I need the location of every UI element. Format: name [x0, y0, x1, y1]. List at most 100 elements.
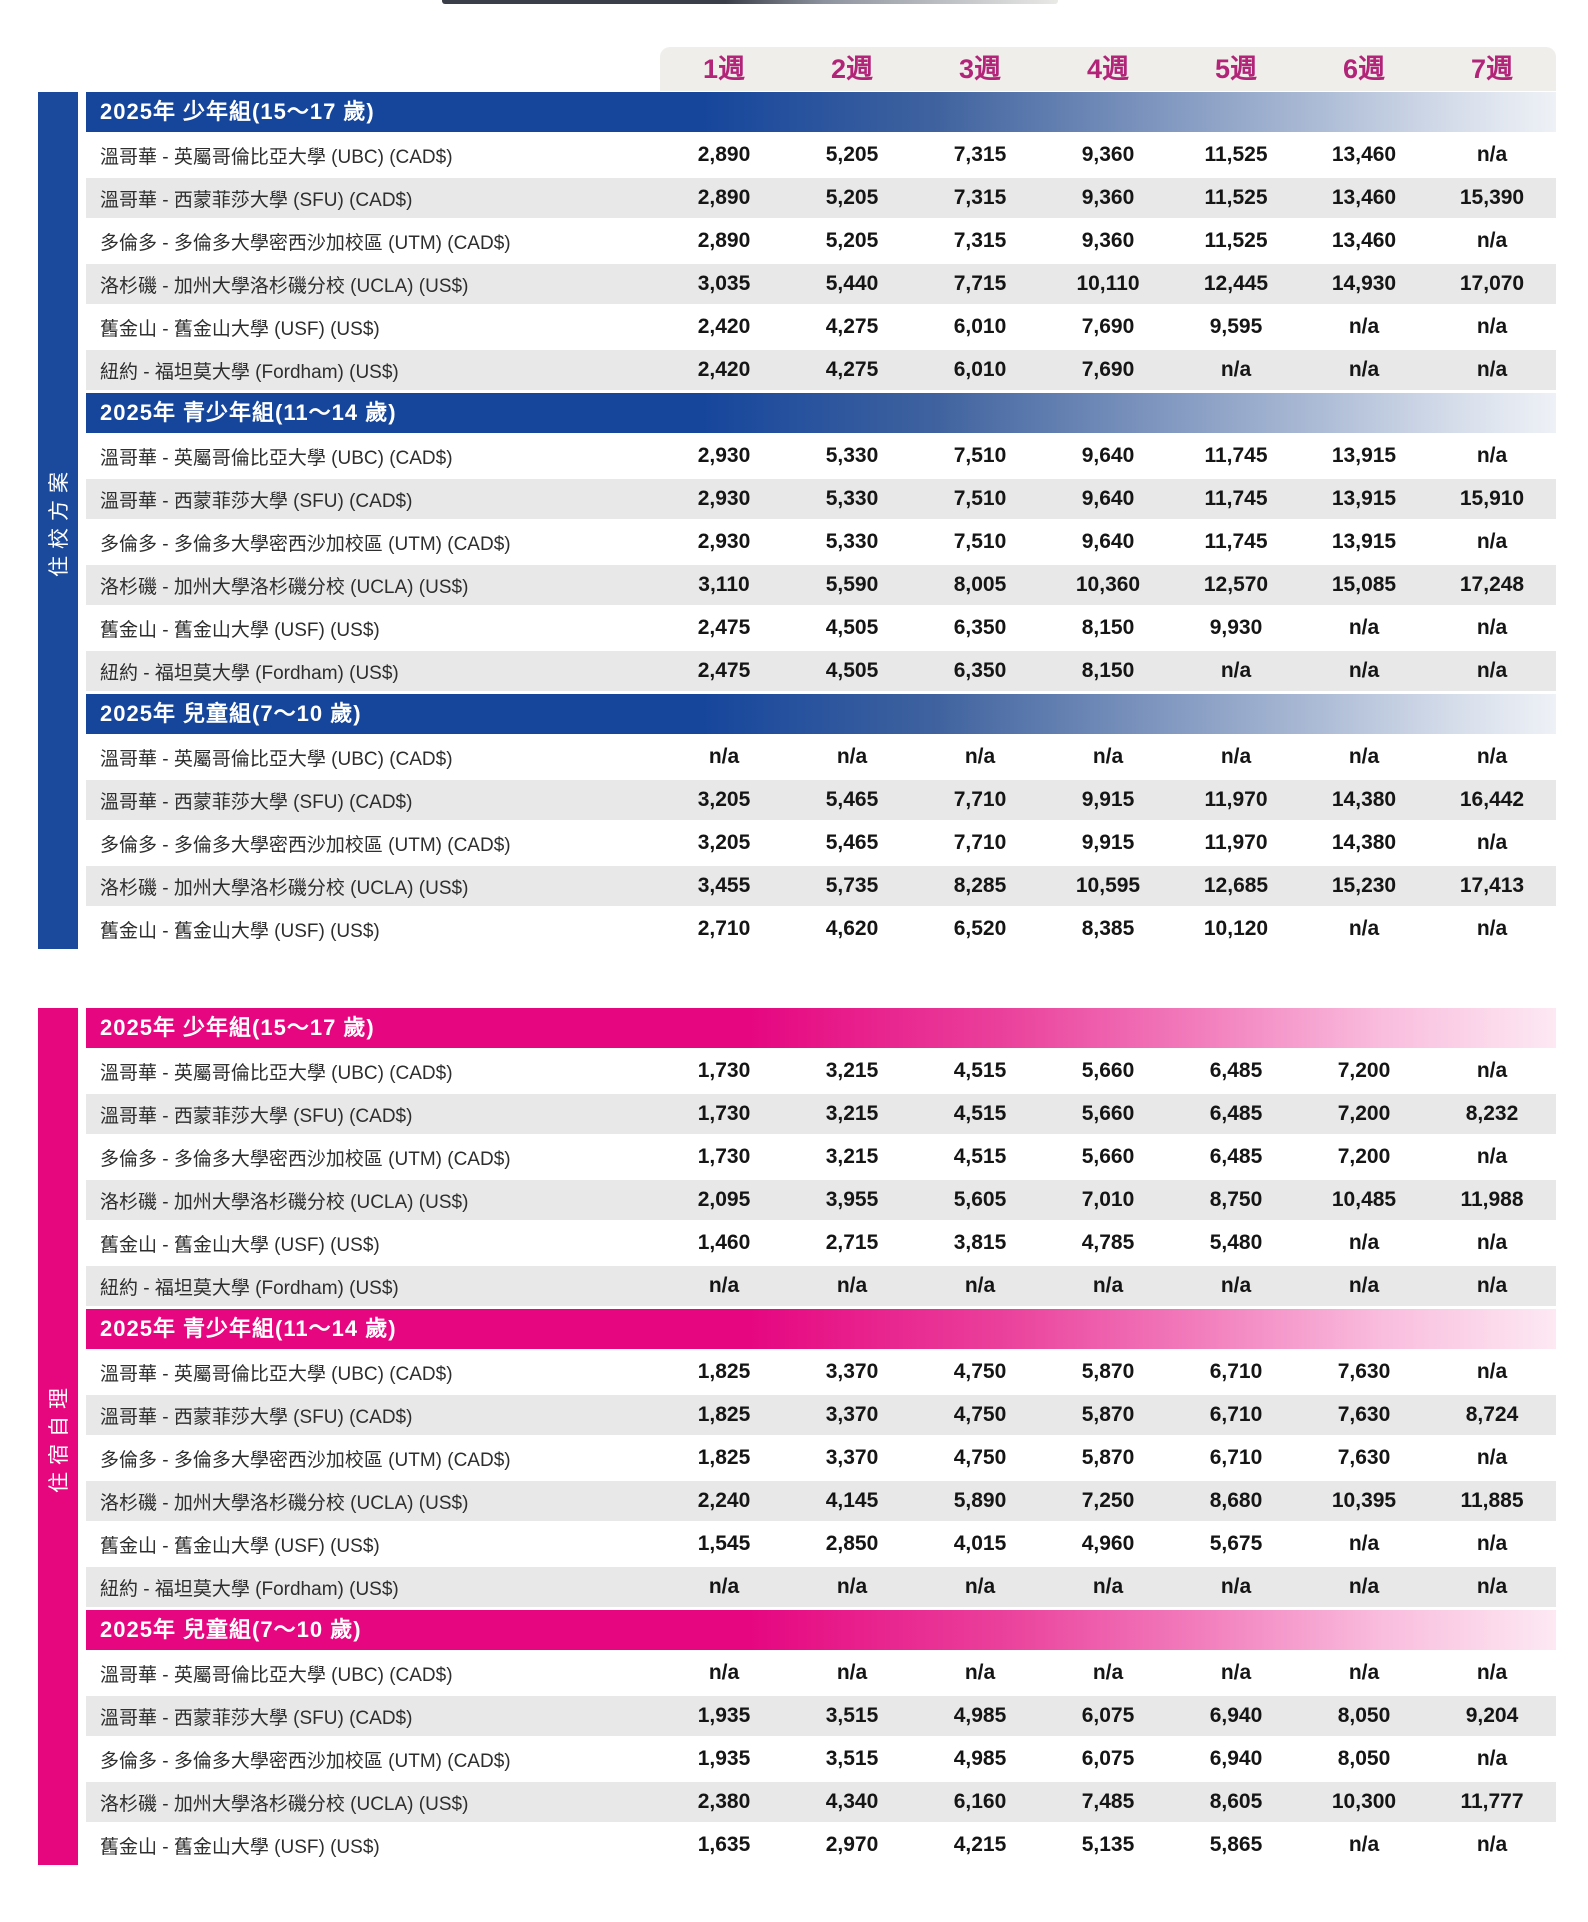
- price-cell: 7,250: [1081, 1489, 1135, 1512]
- price-cell: 13,915: [1331, 530, 1397, 553]
- price-cell: 15,230: [1331, 874, 1397, 897]
- age-group-header: 2025年 少年組(15～17 歲): [86, 92, 1556, 132]
- price-cell: 1,825: [697, 1446, 751, 1469]
- price-cell: 3,215: [825, 1145, 879, 1168]
- price-cell: n/a: [1476, 1747, 1508, 1770]
- week-column-header: 7週: [1470, 54, 1514, 84]
- price-cell: 1,635: [697, 1833, 751, 1856]
- price-cell: n/a: [964, 745, 996, 768]
- price-cell: 11,885: [1460, 1489, 1524, 1512]
- price-cell: n/a: [708, 1575, 740, 1598]
- price-cell: 7,710: [953, 831, 1007, 854]
- price-cell: 9,640: [1081, 530, 1135, 553]
- price-cell: 6,075: [1081, 1747, 1135, 1770]
- table-row: 溫哥華 - 英屬哥倫比亞大學 (UBC) (CAD$) 2,930 5,330 7,5…: [86, 436, 1556, 476]
- price-cell: 4,275: [825, 315, 879, 338]
- price-cell: 1,460: [697, 1231, 751, 1254]
- price-cell: 5,660: [1081, 1059, 1135, 1082]
- university-row-label: 多倫多 - 多倫多大學密西沙加校區 (UTM) (CAD$): [100, 1750, 511, 1772]
- price-cell: 4,015: [953, 1532, 1007, 1555]
- price-cell: 4,505: [825, 659, 879, 682]
- price-cell: 3,815: [953, 1231, 1007, 1254]
- university-row-label: 多倫多 - 多倫多大學密西沙加校區 (UTM) (CAD$): [100, 834, 511, 856]
- price-cell: n/a: [708, 1274, 740, 1297]
- price-cell: 12,570: [1203, 573, 1269, 596]
- price-cell: 11,745: [1204, 487, 1268, 510]
- price-cell: 4,985: [953, 1747, 1007, 1770]
- price-cell: 8,050: [1337, 1704, 1391, 1727]
- age-group-header: 2025年 青少年組(11～14 歲): [86, 1309, 1556, 1349]
- price-cell: 6,710: [1209, 1446, 1263, 1469]
- price-cell: 2,710: [697, 917, 751, 940]
- price-cell: n/a: [1348, 1661, 1380, 1684]
- table-row: 紐約 - 福坦莫大學 (Fordham) (US$) n/a n/a n/a n/a n/…: [86, 1567, 1556, 1607]
- section-sidebar: 住宿自理: [38, 1008, 78, 1865]
- age-group-header: 2025年 少年組(15～17 歲): [86, 1008, 1556, 1048]
- price-cell: 7,630: [1337, 1446, 1391, 1469]
- table-row: 溫哥華 - 英屬哥倫比亞大學 (UBC) (CAD$) n/a n/a n/a n/a n…: [86, 1653, 1556, 1693]
- table-row: 洛杉磯 - 加州大學洛杉磯分校 (UCLA) (US$) 3,035 5,440 7,…: [86, 264, 1556, 304]
- price-cell: 5,330: [825, 530, 879, 553]
- week-column-header: 5週: [1214, 54, 1258, 84]
- price-cell: 4,750: [953, 1403, 1007, 1426]
- price-cell: 13,460: [1331, 143, 1397, 166]
- university-row-label: 洛杉磯 - 加州大學洛杉磯分校 (UCLA) (US$): [100, 1793, 469, 1815]
- university-row-label: 溫哥華 - 西蒙菲莎大學 (SFU) (CAD$): [100, 791, 413, 813]
- price-cell: n/a: [1476, 530, 1508, 553]
- price-cell: 6,485: [1209, 1059, 1263, 1082]
- price-cell: 5,465: [825, 788, 879, 811]
- table-row: 溫哥華 - 西蒙菲莎大學 (SFU) (CAD$) 3,205 5,465 7,710…: [86, 780, 1556, 820]
- price-cell: 2,850: [825, 1532, 879, 1555]
- price-cell: 5,660: [1081, 1145, 1135, 1168]
- week-column-header: 3週: [958, 54, 1002, 84]
- price-cell: 11,970: [1204, 831, 1268, 854]
- university-row-label: 溫哥華 - 西蒙菲莎大學 (SFU) (CAD$): [100, 189, 413, 211]
- price-cell: 1,730: [697, 1145, 751, 1168]
- pricing-table: 2025年 少年組(15～17 歲) 溫哥華 - 英屬哥倫比亞大學 (UBC) (…: [86, 92, 1556, 949]
- price-cell: 5,135: [1081, 1833, 1135, 1856]
- price-cell: 6,710: [1209, 1403, 1263, 1426]
- price-cell: 15,390: [1459, 186, 1525, 209]
- price-cell: 8,605: [1209, 1790, 1263, 1813]
- table-row: 多倫多 - 多倫多大學密西沙加校區 (UTM) (CAD$) 2,890 5,205…: [86, 221, 1556, 261]
- price-cell: 7,690: [1081, 315, 1135, 338]
- price-cell: 3,370: [825, 1360, 879, 1383]
- price-cell: 10,120: [1203, 917, 1269, 940]
- price-cell: n/a: [1476, 616, 1508, 639]
- price-cell: 2,420: [697, 358, 751, 381]
- price-cell: 3,215: [825, 1059, 879, 1082]
- price-cell: 6,010: [953, 358, 1007, 381]
- table-row: 舊金山 - 舊金山大學 (USF) (US$) 2,710 4,620 6,520 8,…: [86, 909, 1556, 949]
- price-cell: n/a: [1348, 358, 1380, 381]
- price-cell: n/a: [1348, 1575, 1380, 1598]
- university-row-label: 舊金山 - 舊金山大學 (USF) (US$): [100, 318, 380, 340]
- university-row-label: 洛杉磯 - 加州大學洛杉磯分校 (UCLA) (US$): [100, 275, 469, 297]
- table-row: 溫哥華 - 英屬哥倫比亞大學 (UBC) (CAD$) 1,825 3,370 4,7…: [86, 1352, 1556, 1392]
- price-cell: n/a: [1348, 745, 1380, 768]
- price-cell: n/a: [1476, 1231, 1508, 1254]
- price-cell: 9,915: [1081, 788, 1135, 811]
- price-cell: 11,525: [1204, 229, 1268, 252]
- price-cell: 7,715: [953, 272, 1007, 295]
- price-cell: 7,485: [1081, 1790, 1135, 1813]
- section-sidebar-label: 住宿自理: [48, 1380, 71, 1493]
- price-cell: 4,275: [825, 358, 879, 381]
- price-cell: 7,710: [953, 788, 1007, 811]
- price-cell: 3,370: [825, 1446, 879, 1469]
- price-cell: n/a: [1348, 1274, 1380, 1297]
- price-cell: 3,215: [825, 1102, 879, 1125]
- price-cell: n/a: [1348, 315, 1380, 338]
- price-cell: 6,485: [1209, 1102, 1263, 1125]
- university-row-label: 溫哥華 - 英屬哥倫比亞大學 (UBC) (CAD$): [100, 146, 453, 168]
- week-column-header: 6週: [1342, 54, 1386, 84]
- university-row-label: 溫哥華 - 英屬哥倫比亞大學 (UBC) (CAD$): [100, 1664, 453, 1686]
- price-cell: n/a: [1220, 1661, 1252, 1684]
- price-cell: 8,150: [1081, 659, 1135, 682]
- price-cell: n/a: [1348, 1532, 1380, 1555]
- price-cell: 7,690: [1081, 358, 1135, 381]
- table-row: 洛杉磯 - 加州大學洛杉磯分校 (UCLA) (US$) 3,110 5,590 8,…: [86, 565, 1556, 605]
- price-cell: 7,510: [953, 444, 1007, 467]
- price-cell: 9,640: [1081, 444, 1135, 467]
- university-row-label: 溫哥華 - 西蒙菲莎大學 (SFU) (CAD$): [100, 1105, 413, 1127]
